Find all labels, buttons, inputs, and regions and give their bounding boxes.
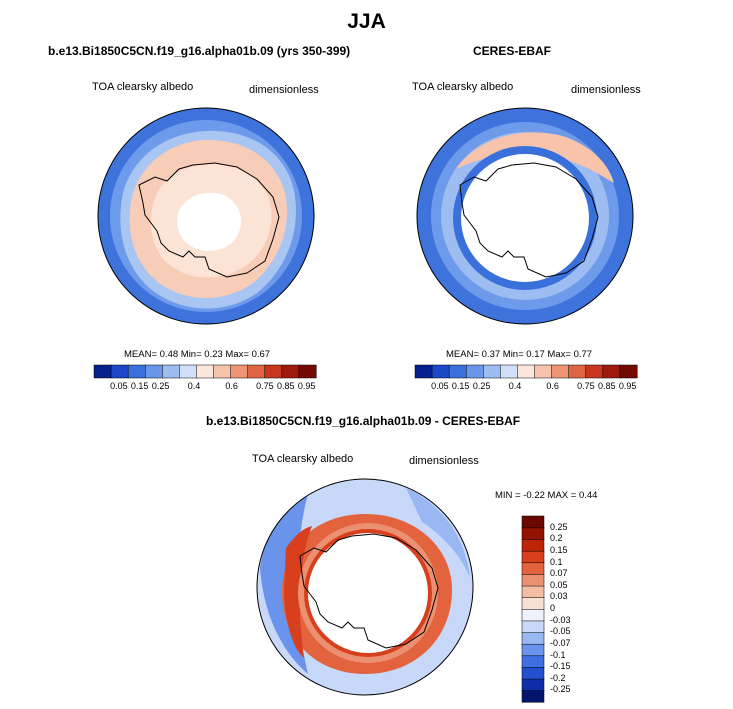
model-map [97, 107, 315, 325]
model-colorbar-swatch [196, 365, 213, 378]
obs-colorbar-tick: 0.4 [495, 381, 535, 391]
diff-colorbar-tick: 0.15 [550, 545, 568, 555]
diff-colorbar-swatch [522, 563, 544, 575]
diff-colorbar-swatch [522, 574, 544, 586]
model-colorbar-swatch [299, 365, 316, 378]
obs-colorbar-swatch [620, 365, 637, 378]
obs-min-label: Min= [503, 349, 524, 360]
diff-colorbar-tick: 0.25 [550, 522, 568, 532]
diff-colorbar-swatch [522, 597, 544, 609]
obs-mean-label: MEAN= [446, 349, 479, 360]
diff-colorbar-swatch [522, 644, 544, 656]
obs-right-label: dimensionless [571, 84, 641, 96]
obs-polar-night [461, 154, 589, 282]
diff-colorbar-swatch [522, 690, 544, 702]
obs-min: 0.17 [526, 349, 545, 360]
diff-colorbar-tick: -0.07 [550, 638, 571, 648]
diff-polar-night [308, 533, 428, 653]
obs-colorbar-swatch [483, 365, 500, 378]
diff-left-label: TOA clearsky albedo [252, 453, 353, 465]
diff-colorbar-tick: -0.2 [550, 673, 566, 683]
obs-colorbar-swatch [449, 365, 466, 378]
diff-colorbar-swatch [522, 632, 544, 644]
obs-colorbar-swatch [432, 365, 449, 378]
model-colorbar-swatch [214, 365, 231, 378]
model-max-label: Max= [225, 349, 249, 360]
obs-colorbar-swatch [535, 365, 552, 378]
diff-colorbar-swatch [522, 621, 544, 633]
obs-colorbar [415, 365, 637, 378]
diff-colorbar-tick: -0.25 [550, 684, 571, 694]
model-colorbar-tick: 0.95 [287, 381, 327, 391]
diff-colorbar-tick: -0.03 [550, 615, 571, 625]
obs-colorbar-swatch [569, 365, 586, 378]
model-mean-label: MEAN= [124, 349, 157, 360]
diff-colorbar-tick: -0.1 [550, 650, 566, 660]
model-colorbar-swatch [94, 365, 111, 378]
diff-colorbar-tick: 0.1 [550, 557, 563, 567]
diff-colorbar-tick: -0.15 [550, 661, 571, 671]
model-min-label: Min= [181, 349, 202, 360]
diff-colorbar-swatch [522, 679, 544, 691]
obs-mean: 0.37 [482, 349, 501, 360]
model-colorbar-swatch [128, 365, 145, 378]
model-stats: MEAN= 0.48 Min= 0.23 Max= 0.67 [124, 349, 270, 360]
model-subtitle: b.e13.Bi1850C5CN.f19_g16.alpha01b.09 (yr… [48, 44, 350, 58]
diff-colorbar-tick: 0.05 [550, 580, 568, 590]
model-colorbar-swatch [145, 365, 162, 378]
diff-minmax: MIN = -0.22 MAX = 0.44 [495, 490, 597, 501]
model-colorbar-swatch [265, 365, 282, 378]
diff-colorbar-ticks: 0.25 0.2 0.15 0.1 0.07 0.05 0.03 0 -0.03 -0.05 -0.… [550, 516, 590, 702]
obs-colorbar-swatch [552, 365, 569, 378]
diff-colorbar-tick: -0.05 [550, 626, 571, 636]
diff-colorbar-tick: 0.03 [550, 591, 568, 601]
obs-map [416, 107, 634, 325]
diff-colorbar-swatch [522, 656, 544, 668]
obs-max: 0.77 [574, 349, 593, 360]
model-interior [177, 193, 241, 251]
diff-colorbar-swatch [522, 516, 544, 528]
diff-colorbar-swatch [522, 528, 544, 540]
diff-map [256, 478, 474, 696]
obs-colorbar-swatch [586, 365, 603, 378]
diff-subtitle: b.e13.Bi1850C5CN.f19_g16.alpha01b.09 - C… [206, 414, 520, 428]
model-colorbar-swatch [282, 365, 299, 378]
figure-title: JJA [0, 10, 733, 34]
model-colorbar-swatch [179, 365, 196, 378]
diff-colorbar-swatch [522, 667, 544, 679]
obs-left-label: TOA clearsky albedo [412, 81, 513, 93]
obs-colorbar-swatch [500, 365, 517, 378]
diff-colorbar-tick: 0 [550, 603, 555, 613]
obs-stats: MEAN= 0.37 Min= 0.17 Max= 0.77 [446, 349, 592, 360]
model-colorbar-ticks: 0.05 0.15 0.25 0.4 0.6 0.75 0.85 0.95 [94, 381, 316, 393]
diff-colorbar-tick: 0.07 [550, 568, 568, 578]
model-right-label: dimensionless [249, 84, 319, 96]
model-min: 0.23 [204, 349, 223, 360]
diff-colorbar-swatch [522, 539, 544, 551]
obs-colorbar-ticks: 0.05 0.15 0.25 0.4 0.6 0.75 0.85 0.95 [415, 381, 637, 393]
model-colorbar-swatch [111, 365, 128, 378]
model-colorbar-tick: 0.4 [174, 381, 214, 391]
diff-colorbar-swatch [522, 586, 544, 598]
diff-colorbar [522, 516, 544, 702]
obs-colorbar-swatch [415, 365, 432, 378]
model-max: 0.67 [252, 349, 271, 360]
diff-colorbar-swatch [522, 551, 544, 563]
model-left-label: TOA clearsky albedo [92, 81, 193, 93]
obs-max-label: Max= [547, 349, 571, 360]
obs-colorbar-swatch [466, 365, 483, 378]
model-colorbar-swatch [231, 365, 248, 378]
diff-colorbar-tick: 0.2 [550, 533, 563, 543]
model-colorbar-swatch [162, 365, 179, 378]
diff-colorbar-swatch [522, 609, 544, 621]
obs-subtitle: CERES-EBAF [473, 44, 551, 58]
model-colorbar-swatch [248, 365, 265, 378]
diff-right-label: dimensionless [409, 455, 479, 467]
model-mean: 0.48 [160, 349, 179, 360]
obs-colorbar-swatch [517, 365, 534, 378]
obs-colorbar-swatch [603, 365, 620, 378]
obs-colorbar-tick: 0.95 [608, 381, 648, 391]
model-colorbar [94, 365, 316, 378]
